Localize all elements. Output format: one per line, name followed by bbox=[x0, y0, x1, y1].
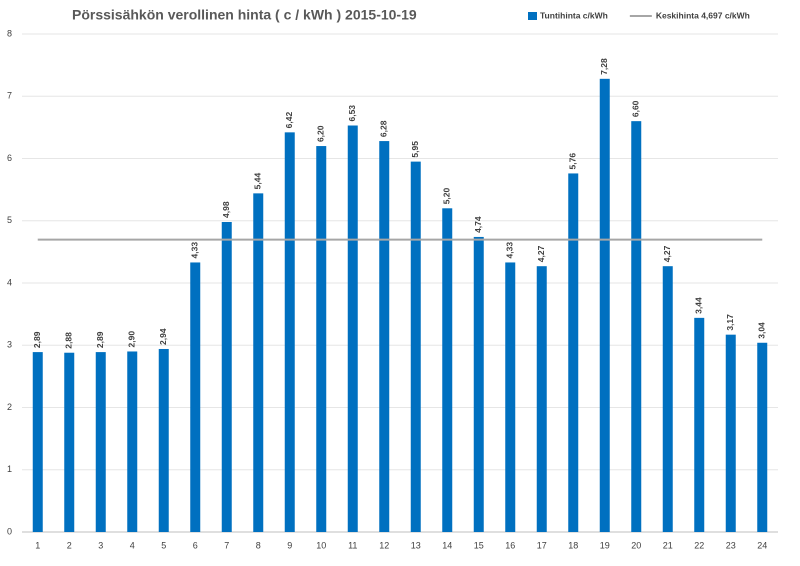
y-tick-label: 6 bbox=[7, 153, 12, 163]
bar bbox=[64, 352, 75, 532]
bar bbox=[505, 262, 516, 532]
value-label: 3,17 bbox=[725, 314, 735, 331]
bar bbox=[127, 351, 138, 532]
value-label: 7,28 bbox=[599, 58, 609, 75]
y-tick-label: 0 bbox=[7, 526, 12, 536]
x-tick-label: 11 bbox=[348, 540, 357, 550]
value-label: 4,74 bbox=[473, 216, 483, 233]
x-tick-label: 1 bbox=[35, 540, 40, 550]
x-tick-label: 7 bbox=[224, 540, 229, 550]
bar bbox=[158, 348, 169, 532]
value-label: 6,20 bbox=[316, 125, 326, 142]
chart-title: Pörssisähkön verollinen hinta ( c / kWh … bbox=[72, 7, 417, 23]
y-tick-label: 5 bbox=[7, 215, 12, 225]
y-tick-label: 2 bbox=[7, 402, 12, 412]
bar bbox=[725, 334, 736, 532]
bar bbox=[316, 146, 327, 533]
value-label: 2,89 bbox=[32, 331, 42, 348]
value-label: 6,60 bbox=[631, 100, 641, 117]
value-label: 2,90 bbox=[127, 331, 137, 348]
value-label: 4,33 bbox=[505, 242, 515, 259]
x-tick-label: 20 bbox=[631, 540, 641, 550]
value-label: 6,53 bbox=[347, 105, 357, 122]
value-label: 4,33 bbox=[190, 242, 200, 259]
x-tick-label: 10 bbox=[316, 540, 326, 550]
value-label: 2,89 bbox=[95, 331, 105, 348]
bar bbox=[95, 352, 106, 532]
value-label: 6,28 bbox=[379, 120, 389, 137]
bar bbox=[379, 141, 390, 532]
value-label: 6,42 bbox=[284, 112, 294, 129]
x-tick-label: 24 bbox=[757, 540, 767, 550]
x-tick-label: 19 bbox=[600, 540, 610, 550]
y-tick-label: 7 bbox=[7, 91, 12, 101]
value-label: 5,20 bbox=[442, 187, 452, 204]
x-tick-label: 4 bbox=[130, 540, 135, 550]
bar bbox=[190, 262, 201, 532]
bar bbox=[221, 221, 232, 532]
x-tick-label: 2 bbox=[67, 540, 72, 550]
bar bbox=[568, 173, 579, 532]
value-label: 5,95 bbox=[410, 141, 420, 158]
value-label: 4,98 bbox=[221, 201, 231, 218]
value-label: 4,27 bbox=[662, 245, 672, 262]
bar bbox=[631, 121, 642, 533]
bar bbox=[694, 317, 705, 532]
bar bbox=[599, 78, 610, 532]
x-tick-label: 9 bbox=[287, 540, 292, 550]
value-label: 5,76 bbox=[568, 153, 578, 170]
x-tick-label: 21 bbox=[663, 540, 673, 550]
bar bbox=[284, 132, 295, 533]
x-tick-label: 8 bbox=[256, 540, 261, 550]
bar bbox=[473, 236, 484, 532]
bar bbox=[410, 161, 421, 533]
bar bbox=[757, 342, 768, 532]
y-tick-label: 4 bbox=[7, 277, 12, 287]
legend-swatch bbox=[528, 12, 537, 20]
value-label: 5,44 bbox=[253, 173, 263, 190]
y-tick-label: 1 bbox=[7, 464, 12, 474]
value-label: 2,94 bbox=[158, 328, 168, 345]
x-tick-label: 17 bbox=[537, 540, 547, 550]
bar bbox=[253, 193, 264, 533]
bar bbox=[32, 352, 43, 532]
bar bbox=[662, 266, 673, 532]
x-tick-label: 23 bbox=[726, 540, 736, 550]
x-tick-label: 15 bbox=[474, 540, 484, 550]
x-tick-label: 14 bbox=[442, 540, 452, 550]
value-label: 3,44 bbox=[694, 297, 704, 314]
y-tick-label: 8 bbox=[7, 28, 12, 38]
x-tick-label: 18 bbox=[568, 540, 578, 550]
legend-label: Tuntihinta c/kWh bbox=[540, 10, 608, 20]
x-tick-label: 16 bbox=[505, 540, 515, 550]
value-label: 4,27 bbox=[536, 245, 546, 262]
x-tick-label: 12 bbox=[379, 540, 389, 550]
y-tick-label: 3 bbox=[7, 340, 12, 350]
x-tick-label: 5 bbox=[161, 540, 166, 550]
bar bbox=[536, 266, 547, 532]
x-tick-label: 6 bbox=[193, 540, 198, 550]
x-tick-label: 13 bbox=[411, 540, 421, 550]
bar bbox=[442, 208, 453, 533]
x-tick-label: 22 bbox=[694, 540, 704, 550]
value-label: 3,04 bbox=[757, 322, 767, 339]
value-label: 2,88 bbox=[64, 332, 74, 349]
bar bbox=[347, 125, 358, 532]
legend-label: Keskihinta 4,697 c/kWh bbox=[656, 10, 750, 20]
x-tick-label: 3 bbox=[98, 540, 103, 550]
